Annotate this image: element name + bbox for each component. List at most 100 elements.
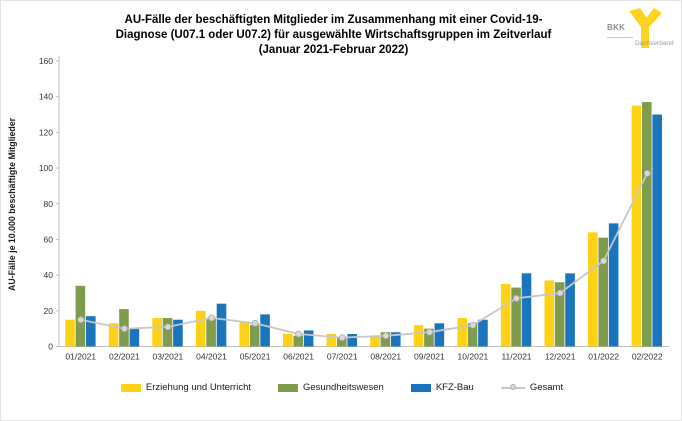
bar-series0 <box>326 334 337 347</box>
x-tick-label: 01/2021 <box>65 352 96 362</box>
gesamt-marker <box>338 334 346 342</box>
bar-series2 <box>390 332 401 347</box>
legend-label: Erziehung und Unterricht <box>145 382 251 393</box>
y-tick-label: 80 <box>44 199 54 209</box>
bar-series1 <box>249 325 260 347</box>
gesamt-marker <box>77 316 85 324</box>
gesamt-marker <box>295 330 303 338</box>
y-tick-label: 140 <box>39 92 53 102</box>
bkk-logo-subtitle: Dachverband <box>635 40 674 47</box>
bar-series1 <box>467 323 478 347</box>
bar-series2 <box>652 114 663 347</box>
bar-series1 <box>511 287 521 347</box>
bkk-y-icon <box>629 8 662 48</box>
bar-series0 <box>500 284 511 347</box>
legend-line-marker-icon <box>500 384 525 390</box>
gesamt-marker <box>208 314 215 322</box>
y-tick-label: 160 <box>39 56 53 66</box>
bar-series2 <box>347 334 358 347</box>
bar-series2 <box>565 273 575 347</box>
legend-label: KFZ-Bau <box>435 382 474 393</box>
bar-series0 <box>152 317 162 347</box>
x-tick-label: 02/2022 <box>632 352 663 362</box>
legend-item-3: Gesamt <box>500 382 564 393</box>
x-tick-label: 11/2021 <box>501 352 531 362</box>
bar-series1 <box>380 332 391 347</box>
bar-series1 <box>337 337 347 347</box>
legend-item-1: Gesundheitswesen <box>278 382 384 393</box>
legend-item-2: KFZ-Bau <box>410 382 474 393</box>
x-tick-label: 04/2021 <box>196 352 227 362</box>
bar-series1 <box>424 328 434 347</box>
bar-series1 <box>642 102 652 347</box>
bar-series0 <box>108 323 119 347</box>
legend-swatch-icon <box>410 383 431 392</box>
bar-series0 <box>457 317 467 347</box>
bar-series2 <box>216 303 227 347</box>
y-tick-label: 100 <box>39 163 53 173</box>
legend-marker-dot-icon <box>509 384 516 390</box>
y-tick-label: 0 <box>48 342 53 352</box>
legend-item-0: Erziehung und Unterricht <box>120 382 251 393</box>
x-tick-label: 02/2021 <box>109 352 140 362</box>
gesamt-marker <box>382 332 390 340</box>
bar-series0 <box>65 319 75 347</box>
bar-series0 <box>413 325 424 347</box>
legend-swatch-icon <box>278 383 298 392</box>
bar-series1 <box>206 317 216 347</box>
x-tick-label: 07/2021 <box>327 352 358 362</box>
bar-series0 <box>370 335 380 347</box>
bar-series2 <box>129 328 140 347</box>
x-tick-label: 10/2021 <box>458 352 489 362</box>
bkk-logo-rule <box>607 37 633 38</box>
bar-series1 <box>75 285 86 347</box>
gesamt-marker <box>164 323 172 331</box>
gesamt-marker <box>556 289 564 297</box>
gesamt-marker <box>513 294 520 302</box>
gesamt-marker <box>121 325 128 333</box>
bar-series0 <box>544 280 555 347</box>
bar-series0 <box>195 310 206 347</box>
x-tick-label: 12/2021 <box>545 352 576 362</box>
bar-series2 <box>303 330 314 347</box>
x-tick-label: 03/2021 <box>153 352 184 362</box>
bar-series2 <box>173 319 183 347</box>
bar-series0 <box>588 232 598 347</box>
bkk-logo-brand: BKK <box>607 23 626 32</box>
bar-series1 <box>554 282 565 347</box>
gesamt-line <box>80 172 649 339</box>
gesamt-marker <box>643 169 651 177</box>
legend-swatch-icon <box>120 383 141 392</box>
y-tick-label: 40 <box>44 270 54 280</box>
bar-series0 <box>239 321 250 347</box>
y-tick-label: 20 <box>44 306 54 316</box>
bar-series2 <box>521 273 532 347</box>
x-tick-label: 01/2022 <box>588 352 619 362</box>
y-tick-label: 60 <box>44 234 54 244</box>
bar-series1 <box>598 237 609 347</box>
bkk-logo: BKK Dachverband <box>607 8 674 54</box>
chart-title: AU-Fälle der beschäftigten Mitglieder im… <box>115 14 552 57</box>
bar-series2 <box>260 314 270 347</box>
bar-series1 <box>293 335 304 347</box>
y-tick-label: 120 <box>39 127 53 137</box>
bar-series0 <box>283 334 293 347</box>
bar-series2 <box>85 316 96 347</box>
legend-label: Gesamt <box>529 382 564 393</box>
gesamt-marker <box>469 321 477 329</box>
bar-series2 <box>434 323 445 347</box>
bar-series2 <box>478 319 488 347</box>
bar-series1 <box>162 317 173 347</box>
gesamt-marker <box>251 319 259 327</box>
x-tick-label: 06/2021 <box>283 352 314 362</box>
x-tick-label: 05/2021 <box>240 352 271 362</box>
x-tick-label: 09/2021 <box>414 352 445 362</box>
legend-label: Gesundheitswesen <box>303 382 384 393</box>
bar-series0 <box>631 105 642 347</box>
gesamt-marker <box>425 328 433 336</box>
gesamt-marker <box>600 257 607 265</box>
legend: Erziehung und Unterricht Gesundheitswesen… <box>1 382 681 393</box>
bar-series2 <box>608 223 619 347</box>
